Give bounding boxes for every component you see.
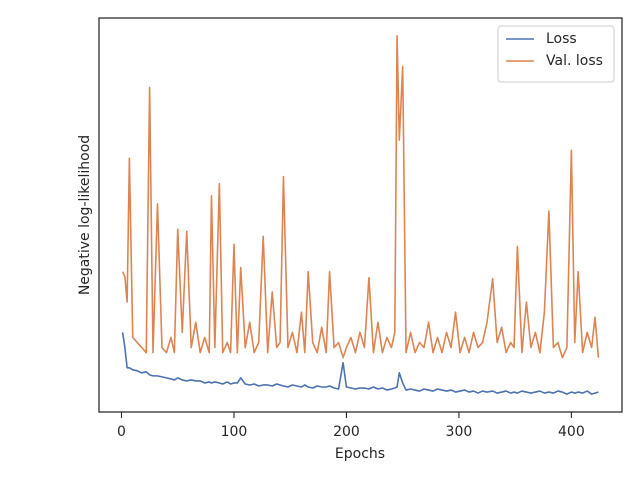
x-tick-label: 100	[221, 424, 248, 440]
legend: Loss Val. loss	[497, 25, 615, 83]
x-tick-label: 0	[117, 424, 126, 440]
series-line	[121, 35, 600, 359]
series-line	[121, 332, 599, 395]
legend-label: Loss	[546, 31, 577, 47]
x-tick-label: 400	[558, 424, 585, 440]
x-tick-label: 300	[446, 424, 473, 440]
x-tick-label: 200	[333, 424, 360, 440]
legend-box	[497, 25, 615, 83]
legend-label: Val. loss	[546, 53, 603, 69]
x-axis-label: Epochs	[335, 446, 385, 462]
y-axis-label: Negative log-likelihood	[77, 135, 93, 295]
plot-frame	[98, 17, 623, 413]
